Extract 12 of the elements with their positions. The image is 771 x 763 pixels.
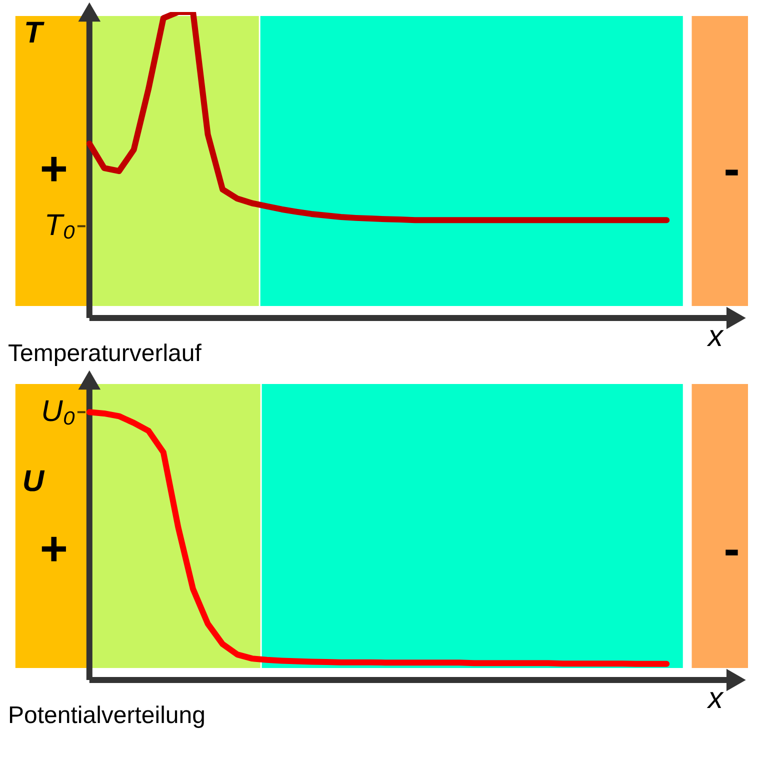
- text: Temperaturverlauf: [8, 340, 202, 367]
- text: Potentialverteilung: [8, 702, 206, 729]
- y-axis-title: T: [24, 16, 45, 50]
- text: -: [724, 143, 740, 196]
- x-axis-title: x: [706, 320, 724, 353]
- x-axis-title: x: [706, 682, 724, 715]
- text: T₀: [44, 209, 76, 242]
- text: +: [40, 143, 68, 196]
- y-axis-title: U: [22, 465, 46, 498]
- text: -: [724, 523, 740, 576]
- text: +: [40, 523, 68, 576]
- text: U₀: [41, 395, 76, 428]
